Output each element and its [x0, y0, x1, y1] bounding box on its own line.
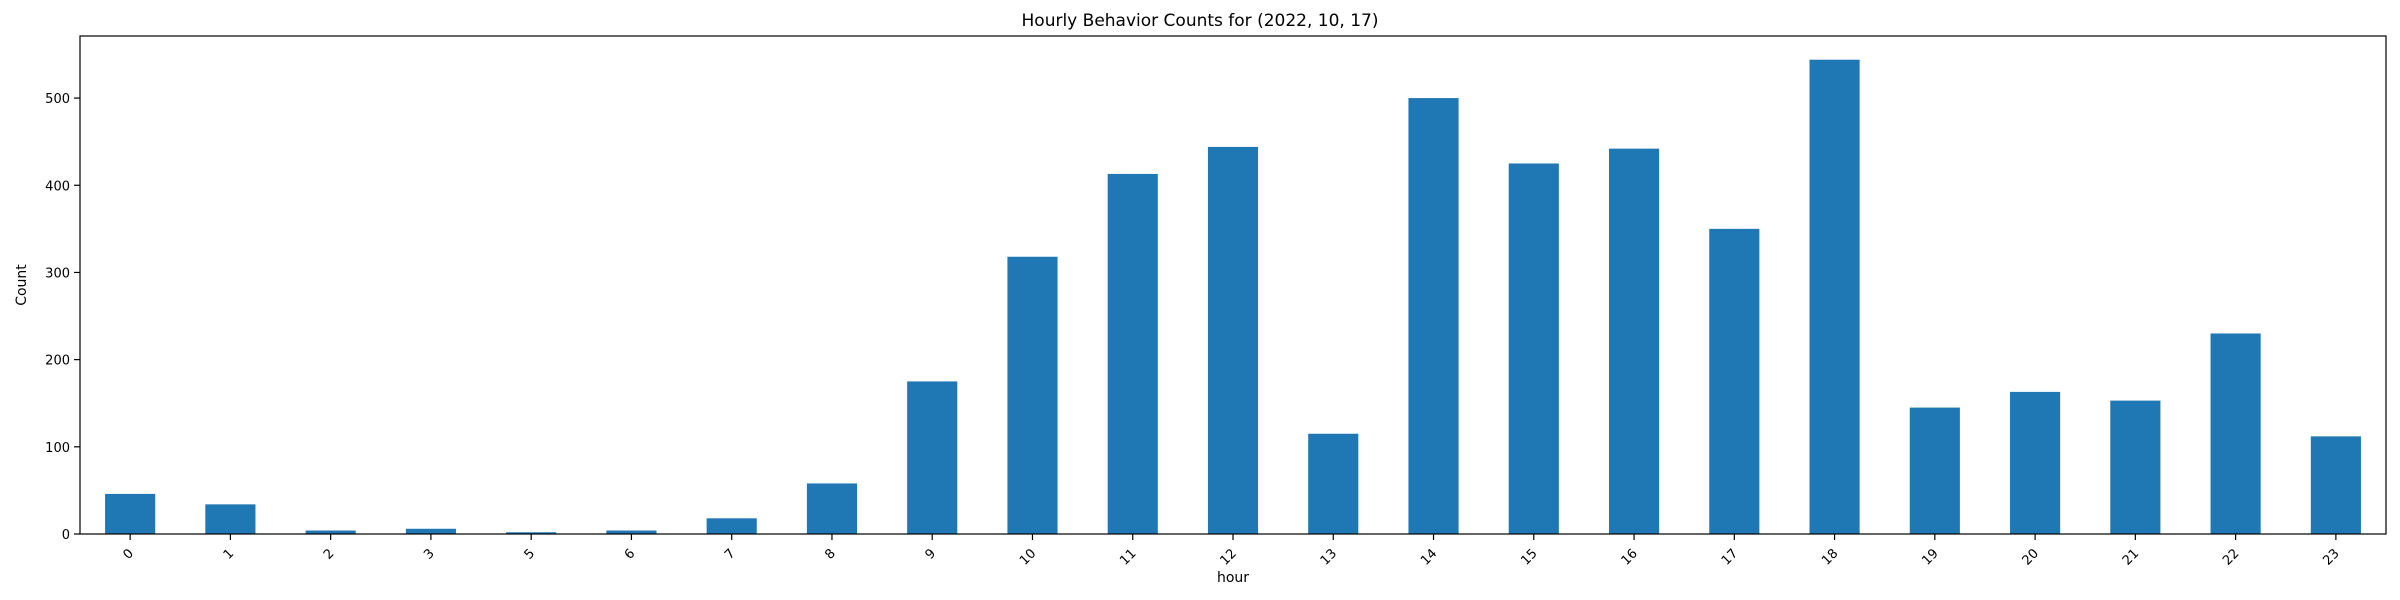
x-tick-label: 2 [321, 546, 337, 562]
bar-hour-22 [2210, 333, 2261, 534]
x-tick-label: 8 [822, 546, 838, 562]
x-tick-label: 7 [722, 546, 738, 562]
x-tick-label: 14 [1418, 546, 1440, 568]
bar-hour-5 [506, 532, 557, 534]
bars-group [105, 59, 2361, 535]
x-ticks-group: 0 1 2 3 5 6 7 8 9 10 11 12 13 14 15 16 17 18 19 20 21 22 23 [120, 534, 2343, 569]
bar-hour-9 [907, 381, 958, 534]
bar-hour-13 [1308, 433, 1359, 534]
x-tick-label: 15 [1518, 546, 1540, 568]
x-tick-label: 10 [1017, 546, 1039, 568]
bar-hour-12 [1207, 146, 1259, 534]
x-tick-label: 1 [221, 546, 237, 562]
bar-hour-1 [205, 504, 256, 534]
y-tick-label: 0 [62, 528, 70, 543]
bar-hour-3 [405, 528, 456, 534]
y-tick-label: 500 [45, 92, 70, 107]
x-tick-label: 17 [1719, 546, 1741, 568]
bar-hour-15 [1508, 163, 1559, 534]
x-tick-label: 16 [1619, 546, 1641, 568]
x-tick-label: 21 [2120, 546, 2142, 568]
x-tick-label: 23 [2320, 546, 2342, 568]
x-axis-label: hour [1217, 570, 1249, 586]
bar-hour-6 [606, 530, 657, 534]
x-tick-label: 9 [923, 546, 939, 562]
x-tick-label: 11 [1117, 546, 1139, 568]
bar-hour-18 [1809, 59, 1860, 534]
bar-hour-19 [1909, 407, 1960, 534]
y-tick-label: 100 [45, 441, 70, 456]
y-axis-label: Count [14, 264, 30, 306]
chart-title: Hourly Behavior Counts for (2022, 10, 17… [1022, 11, 1379, 31]
bar-hour-10 [1007, 256, 1058, 534]
bar-hour-2 [305, 530, 356, 534]
y-tick-label: 200 [45, 354, 70, 369]
bar-hour-21 [2110, 400, 2161, 534]
x-tick-label: 13 [1318, 546, 1340, 568]
x-tick-label: 6 [622, 546, 638, 562]
x-tick-label: 12 [1218, 546, 1240, 568]
bar-hour-0 [105, 493, 156, 534]
plot-frame [79, 35, 2387, 535]
y-tick-label: 300 [45, 266, 70, 281]
x-tick-label: 22 [2220, 546, 2242, 568]
bar-hour-16 [1608, 148, 1660, 534]
bar-hour-7 [706, 518, 757, 534]
x-tick-label: 0 [120, 546, 136, 562]
bar-hour-23 [2310, 436, 2361, 534]
x-tick-label: 3 [421, 546, 437, 562]
bar-hour-20 [2010, 391, 2061, 534]
x-tick-label: 19 [1919, 546, 1941, 568]
x-tick-label: 5 [522, 546, 538, 562]
bar-hour-11 [1107, 173, 1158, 535]
y-tick-label: 400 [45, 179, 70, 194]
bar-hour-17 [1709, 228, 1760, 534]
bar-hour-8 [806, 483, 858, 534]
y-ticks-group: 0 100 200 300 400 500 [45, 92, 80, 543]
bar-hour-14 [1408, 98, 1459, 535]
x-tick-label: 18 [1819, 546, 1841, 568]
x-tick-label: 20 [2020, 546, 2042, 568]
